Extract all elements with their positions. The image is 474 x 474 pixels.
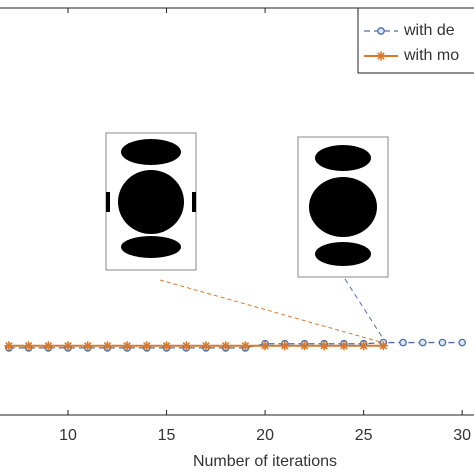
point: [378, 341, 388, 351]
point: [181, 341, 191, 351]
point: [418, 338, 427, 347]
point: [221, 341, 231, 351]
x-tick-label: 15: [158, 427, 176, 444]
point: [240, 341, 250, 351]
point: [142, 341, 152, 351]
x-tick-label: 20: [256, 427, 274, 444]
point: [102, 341, 112, 351]
legend-label: with de: [403, 22, 455, 39]
point: [438, 338, 447, 347]
legend-marker: [377, 27, 385, 35]
point: [280, 341, 290, 351]
point: [4, 341, 14, 351]
legend-box: [357, 7, 474, 74]
point: [260, 341, 270, 351]
point: [319, 341, 329, 351]
point: [201, 341, 211, 351]
point: [43, 341, 53, 351]
point: [63, 341, 73, 351]
point: [162, 341, 172, 351]
blob: [106, 192, 110, 212]
inset-2: [297, 136, 389, 278]
blob: [315, 242, 371, 266]
legend-label: with mo: [403, 47, 459, 64]
blob: [121, 139, 181, 165]
blob: [315, 145, 371, 171]
point: [359, 341, 369, 351]
x-tick-label: 30: [453, 427, 471, 444]
point: [122, 341, 132, 351]
inset-1: [105, 132, 197, 271]
blob: [118, 170, 184, 234]
legend-marker: [376, 51, 386, 61]
point: [339, 341, 349, 351]
callout-line: [159, 279, 385, 344]
x-axis-label: Number of iterations: [193, 453, 337, 470]
point: [24, 341, 34, 351]
blob: [121, 236, 181, 258]
blob: [309, 177, 377, 237]
x-tick-label: 25: [355, 427, 373, 444]
point: [458, 338, 467, 347]
callout-line: [344, 278, 385, 341]
point: [399, 338, 407, 347]
blob: [192, 192, 196, 212]
x-tick-label: 10: [59, 427, 77, 444]
point: [83, 341, 93, 351]
point: [300, 341, 310, 351]
